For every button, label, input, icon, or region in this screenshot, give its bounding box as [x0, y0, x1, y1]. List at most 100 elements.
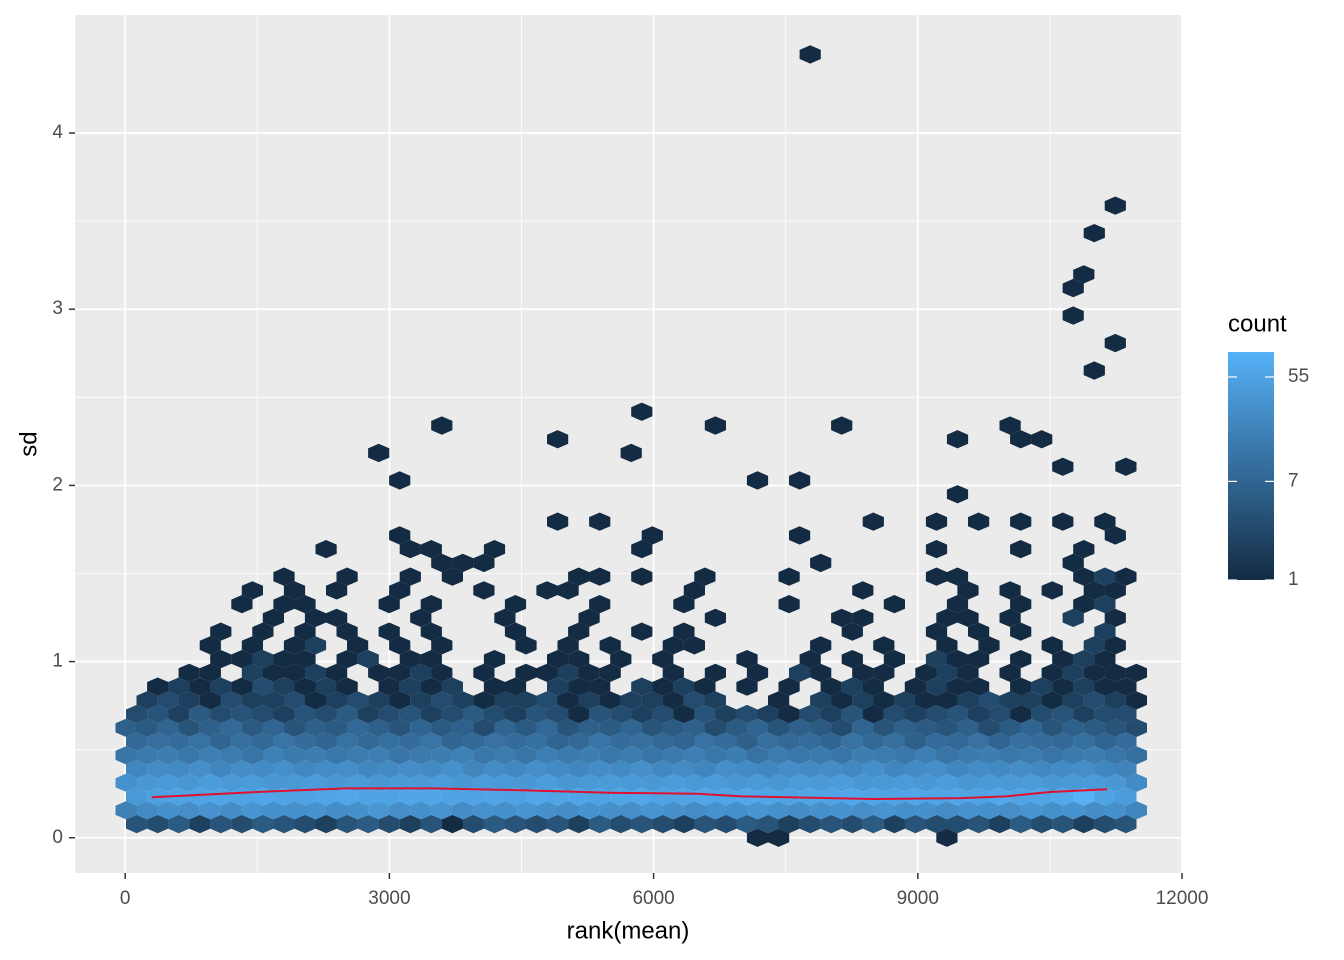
y-axis-title: sd	[15, 431, 42, 456]
hex-bin	[831, 608, 853, 627]
hex-bin	[547, 732, 569, 751]
hex-bin	[157, 718, 179, 737]
hex-bin	[262, 801, 284, 820]
hex-bin	[315, 814, 337, 834]
hex-bin	[883, 704, 905, 724]
hex-bin	[378, 814, 400, 834]
hex-bin	[536, 718, 558, 737]
hex-bin	[304, 636, 327, 655]
hex-bin	[631, 814, 653, 834]
hex-bin	[694, 704, 716, 724]
hex-bin	[1062, 691, 1084, 710]
hex-bin	[420, 732, 442, 751]
hex-bin	[810, 718, 832, 737]
hex-bin	[410, 691, 432, 710]
hex-bin	[936, 718, 958, 737]
hex-bin	[262, 718, 284, 737]
hex-bin	[136, 718, 158, 737]
hex-bin	[326, 746, 348, 765]
hex-bin	[841, 704, 863, 724]
hex-bin	[483, 787, 506, 806]
hex-bin	[968, 814, 990, 834]
hex-bin	[210, 814, 232, 834]
hex-bin	[431, 718, 453, 737]
hex-bin	[389, 581, 411, 600]
hex-bin	[989, 704, 1011, 724]
hex-bin	[704, 691, 726, 710]
hex-bin	[283, 773, 306, 792]
hex-bin	[283, 581, 306, 600]
hex-bin	[683, 581, 705, 600]
hex-bin	[220, 801, 242, 820]
hex-bin	[1104, 333, 1126, 353]
hex-bin	[768, 746, 790, 765]
hex-bin	[515, 746, 537, 765]
hex-bin	[420, 677, 442, 696]
hex-bin	[304, 691, 327, 710]
hex-bin	[936, 691, 958, 710]
hex-bin	[1104, 718, 1126, 737]
hex-bin	[725, 718, 748, 737]
hex-bin	[294, 677, 316, 696]
hex-bin	[399, 540, 421, 559]
hex-bin	[662, 718, 684, 737]
hex-bin	[999, 718, 1021, 737]
hex-bin	[220, 691, 242, 710]
hex-bin	[452, 773, 474, 792]
hex-bin	[589, 704, 611, 724]
hex-bin	[147, 759, 169, 779]
hex-bin	[946, 814, 969, 834]
hex-bin	[515, 801, 537, 820]
hex-bin	[946, 567, 969, 586]
hex-bin	[536, 801, 558, 820]
hex-bin	[694, 814, 716, 834]
hex-bin	[736, 677, 758, 696]
hex-bin	[704, 663, 726, 682]
hex-bin	[1094, 677, 1116, 696]
hex-bin	[599, 663, 621, 682]
hex-bin	[283, 636, 306, 655]
hex-bin	[1073, 759, 1095, 779]
hex-bin	[1073, 650, 1095, 669]
hex-bin	[841, 677, 863, 696]
hex-bin	[315, 540, 337, 559]
hex-bin	[241, 663, 263, 682]
hex-bin	[115, 746, 137, 765]
hex-bin	[968, 512, 990, 531]
hex-bin	[210, 732, 232, 751]
hex-bin	[936, 828, 958, 847]
y-tick-label: 3	[52, 298, 63, 319]
hex-bin	[862, 759, 884, 779]
hex-bin	[526, 759, 548, 779]
hex-bin	[957, 691, 979, 710]
hex-bin	[1094, 704, 1116, 724]
hex-bin	[252, 814, 274, 834]
hex-bin	[999, 416, 1021, 435]
hex-bin	[452, 691, 474, 710]
hex-bin	[862, 677, 884, 696]
hex-bin	[883, 787, 905, 806]
hex-bin	[178, 663, 200, 682]
hex-bin	[283, 746, 306, 765]
hex-bin	[683, 773, 705, 792]
hex-bin	[673, 622, 695, 641]
hex-bin	[778, 595, 800, 614]
hex-bin	[483, 732, 506, 751]
hex-bin	[378, 704, 400, 724]
hex-bin	[946, 732, 969, 751]
hex-bin	[410, 746, 432, 765]
hex-bin	[420, 650, 442, 669]
hex-bin	[915, 746, 937, 765]
hex-bin	[389, 801, 411, 820]
hex-bin	[778, 732, 800, 751]
hex-bin	[189, 732, 211, 751]
hex-bin	[336, 650, 358, 669]
hex-bin	[357, 650, 379, 669]
hex-bin	[1062, 663, 1084, 682]
hex-bin	[810, 801, 832, 820]
hex-bin	[1094, 759, 1116, 779]
hex-bin	[641, 718, 663, 737]
hex-bin	[126, 759, 148, 779]
hex-bin	[136, 746, 158, 765]
